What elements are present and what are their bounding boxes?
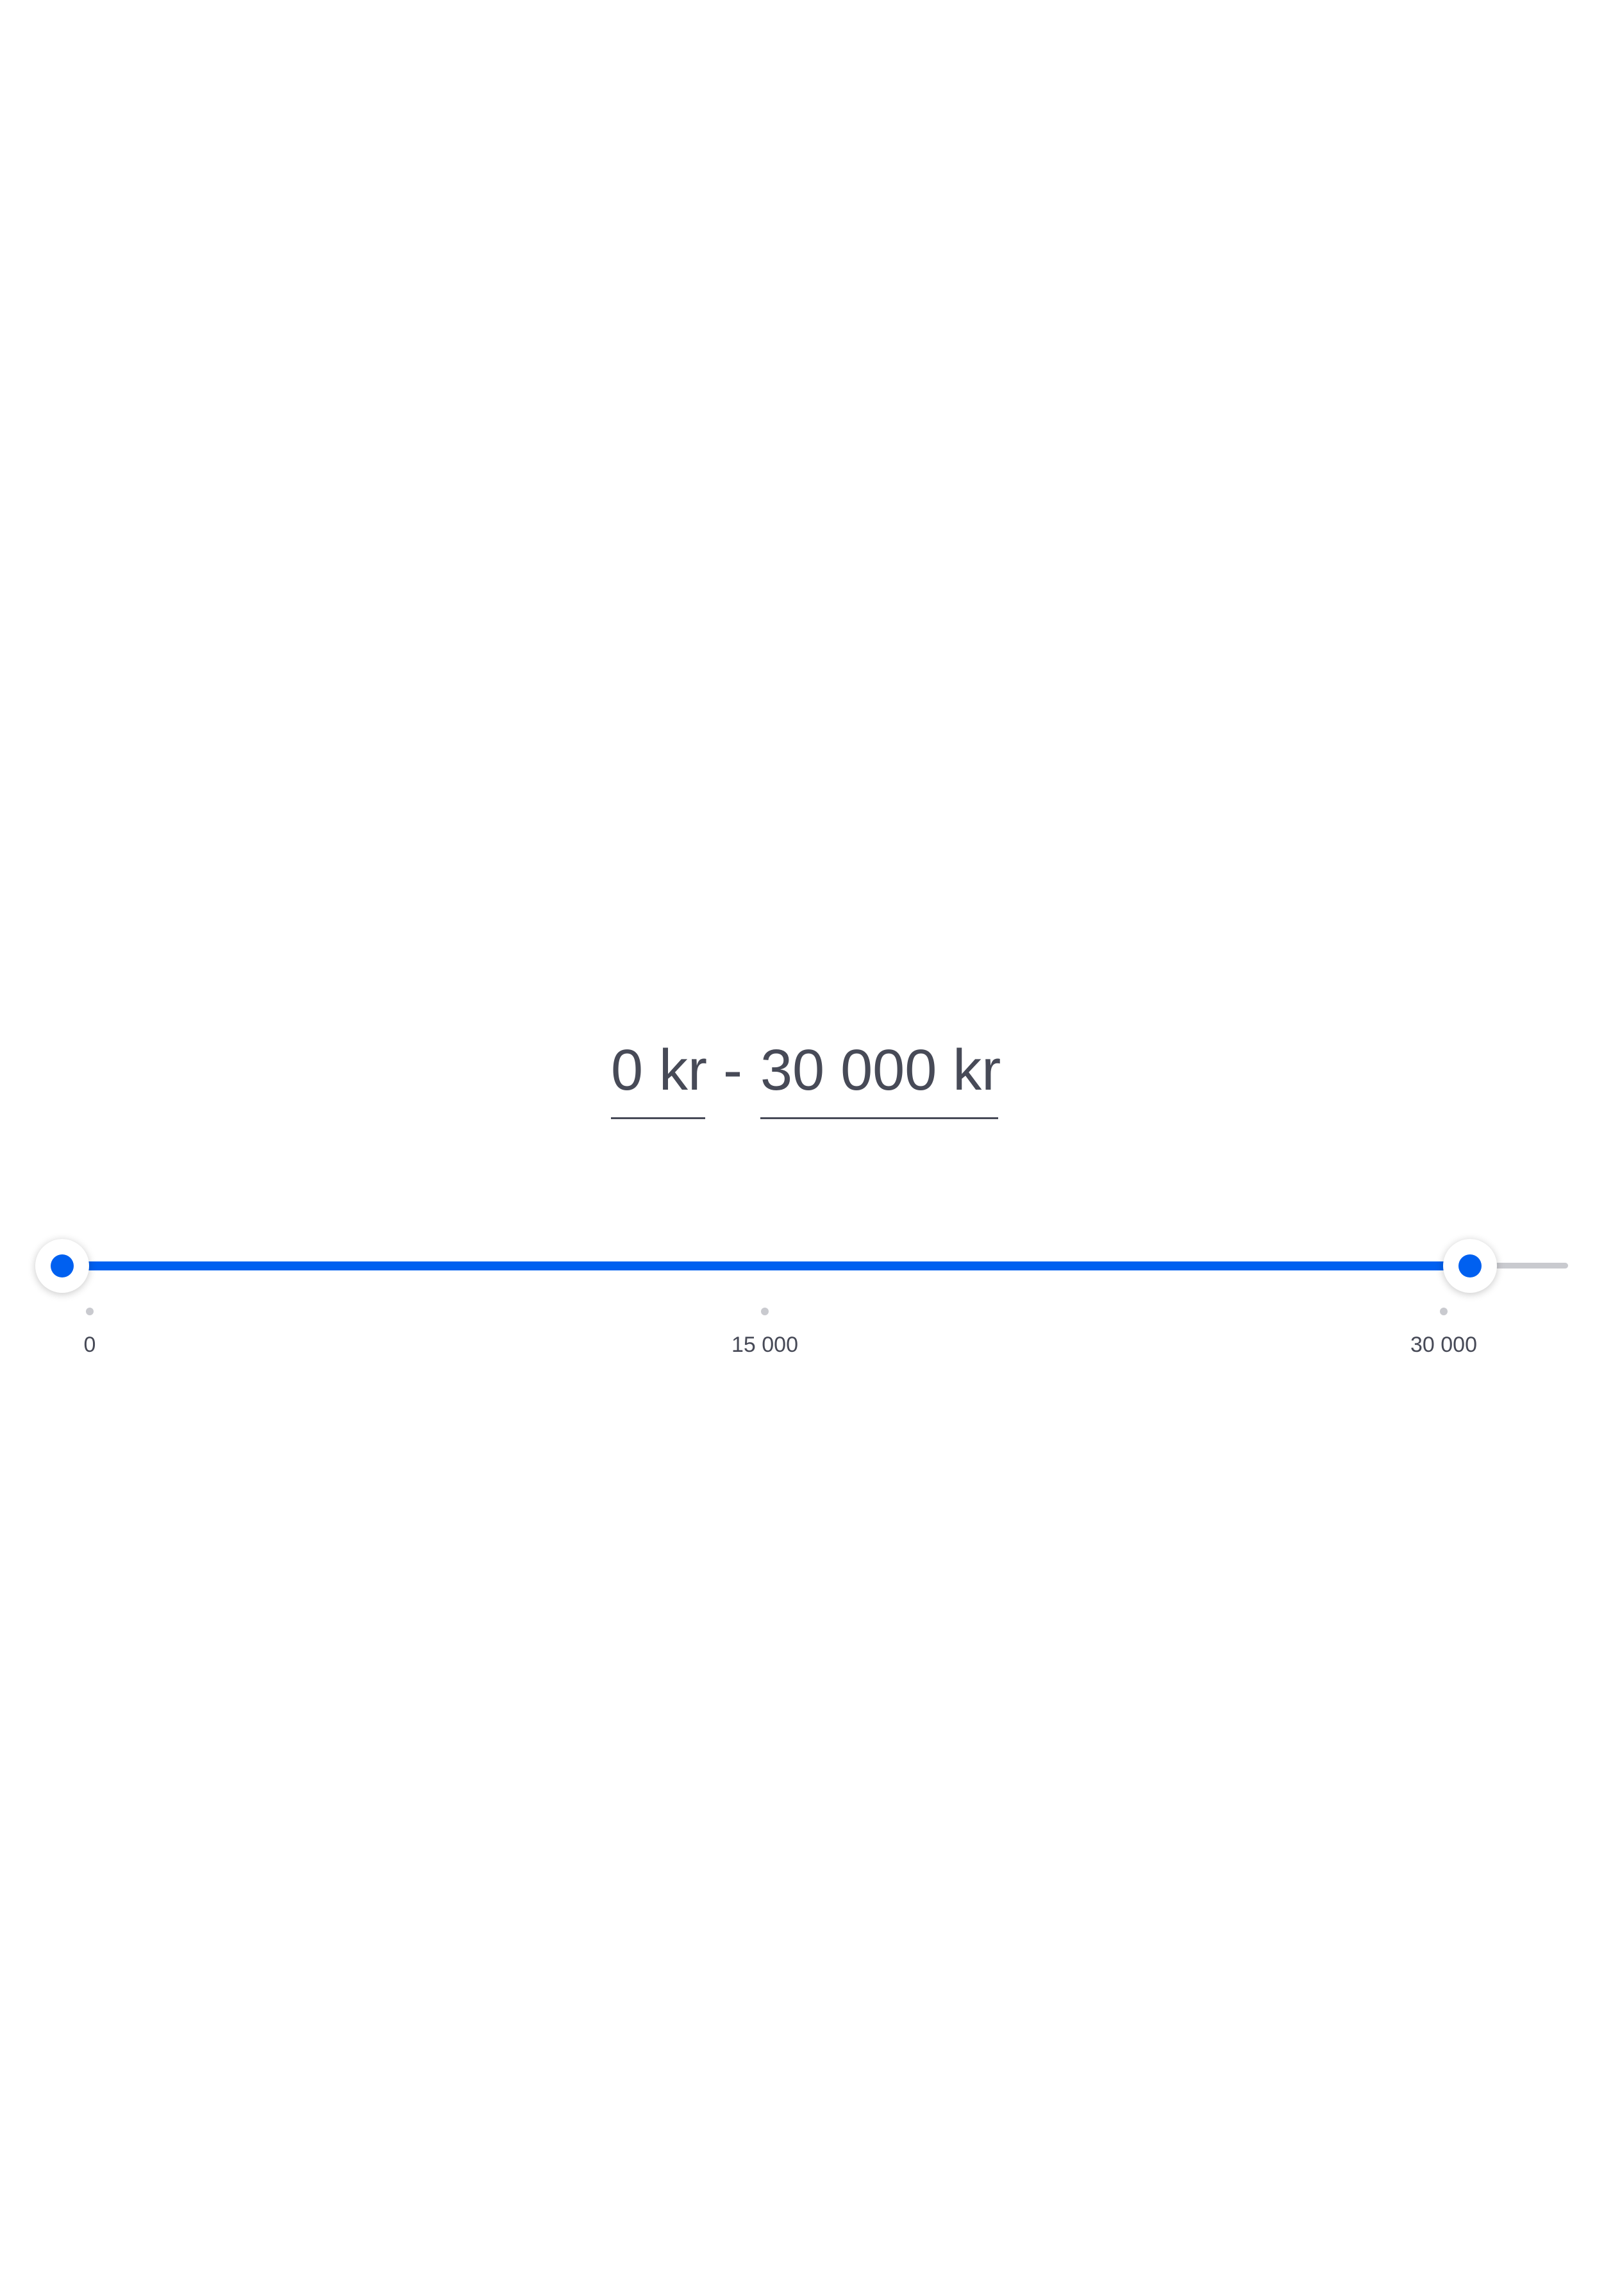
- tick-label-15000: 15 000: [731, 1333, 798, 1357]
- max-price-input[interactable]: 30 000 kr: [760, 1029, 1001, 1119]
- range-separator: -: [723, 1038, 742, 1102]
- tick-mark-30000: [1440, 1308, 1448, 1315]
- max-price-handle[interactable]: [1443, 1239, 1497, 1293]
- price-range-inputs: 0 kr - 30 000 kr: [0, 1029, 1604, 1125]
- tick-label-0: 0: [83, 1333, 96, 1357]
- tick-mark-15000: [761, 1308, 769, 1315]
- min-price-handle[interactable]: [35, 1239, 89, 1293]
- tick-label-30000: 30 000: [1410, 1333, 1477, 1357]
- slider-selected-range: [62, 1261, 1470, 1270]
- min-price-input[interactable]: 0 kr: [611, 1029, 707, 1119]
- price-range-slider[interactable]: 0 15 000 30 000: [0, 1231, 1604, 1385]
- tick-mark-0: [86, 1308, 94, 1315]
